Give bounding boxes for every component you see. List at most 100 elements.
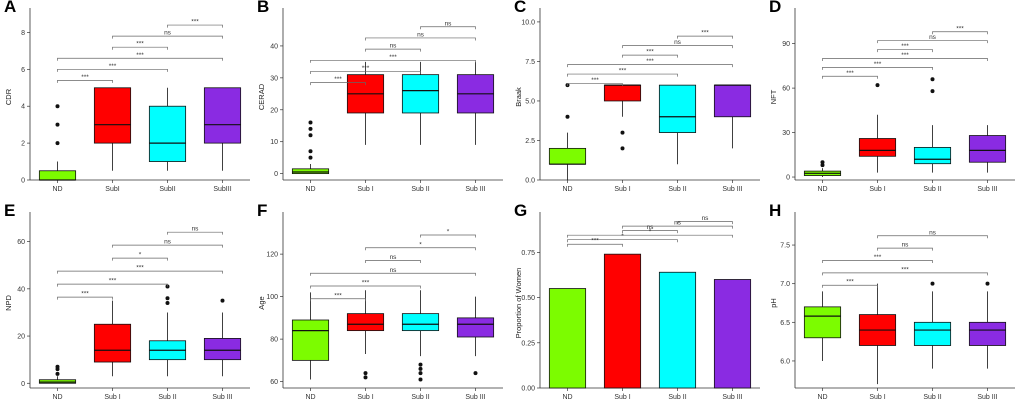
box-1 xyxy=(93,323,132,363)
outlier-point xyxy=(875,83,880,88)
significance-label: ns xyxy=(390,254,398,261)
significance-label: *** xyxy=(362,280,370,287)
significance-label: * xyxy=(419,241,422,248)
significance-label: * xyxy=(649,229,652,236)
significance-bracket xyxy=(57,283,168,287)
bar-3 xyxy=(713,279,752,389)
outlier-point xyxy=(418,366,423,371)
outlier-point xyxy=(620,130,625,135)
significance-bracket xyxy=(112,35,223,39)
y-axis-label: pH xyxy=(769,298,778,308)
significance-bracket xyxy=(310,298,366,302)
y-tick-label: 0 xyxy=(274,171,278,178)
outlier-point xyxy=(363,371,368,376)
x-tick-label: SubIII xyxy=(213,186,231,193)
significance-label: *** xyxy=(701,30,709,37)
significance-bracket xyxy=(822,260,933,263)
outlier-point xyxy=(930,77,935,82)
significance-label: ns xyxy=(674,220,682,227)
y-tick-label: 20 xyxy=(17,334,25,341)
y-tick-label: 80 xyxy=(270,337,278,344)
significance-bracket xyxy=(310,82,366,86)
x-tick-label: Sub III xyxy=(465,186,485,193)
significance-bracket xyxy=(567,64,733,68)
box-1 xyxy=(93,87,132,144)
outlier-point xyxy=(820,160,825,165)
significance-label: ns xyxy=(674,39,682,46)
significance-bracket xyxy=(877,235,988,239)
x-tick-label: SubII xyxy=(159,186,175,193)
outlier-point xyxy=(418,377,423,382)
significance-bracket xyxy=(365,48,421,52)
x-tick-label: ND xyxy=(305,394,315,401)
outlier-point xyxy=(308,155,313,160)
significance-bracket xyxy=(622,230,678,234)
significance-label: *** xyxy=(334,76,342,83)
significance-bracket xyxy=(420,26,476,30)
significance-bracket xyxy=(310,59,476,63)
panel-letter: D xyxy=(769,0,781,16)
x-tick-label: ND xyxy=(562,186,572,193)
y-tick-label: 6.0 xyxy=(780,358,790,365)
x-tick-label: ND xyxy=(52,394,62,401)
y-tick-label: 8 xyxy=(21,30,25,37)
box-1 xyxy=(603,84,642,102)
outlier-point xyxy=(55,371,60,376)
y-tick-label: 6 xyxy=(21,67,25,74)
panel-b: B CERAD 0 10 20 30 40 ND Sub I Sub II Sub III ns ns n… xyxy=(257,0,503,193)
box-0 xyxy=(291,168,330,175)
significance-label: *** xyxy=(874,61,882,68)
significance-bracket xyxy=(112,244,223,248)
y-tick-label: 2 xyxy=(21,141,25,148)
y-tick-label: 7.0 xyxy=(780,281,790,288)
significance-bracket xyxy=(822,67,933,70)
box-2 xyxy=(913,321,952,346)
significance-bracket xyxy=(677,221,733,225)
significance-bracket xyxy=(167,24,223,28)
panel-letter: A xyxy=(4,0,16,16)
significance-label: *** xyxy=(619,68,627,75)
significance-label: *** xyxy=(136,265,144,272)
outlier-point xyxy=(473,371,478,376)
outlier-point xyxy=(363,375,368,380)
y-tick-label: 5.0 xyxy=(525,98,535,105)
box-3 xyxy=(968,321,1007,346)
significance-bracket xyxy=(310,71,421,74)
outlier-point xyxy=(220,298,225,303)
significance-bracket xyxy=(822,284,878,288)
y-tick-label: 60 xyxy=(270,379,278,386)
significance-bracket xyxy=(567,243,623,247)
significance-label: ns xyxy=(417,31,425,38)
x-tick-label: Sub II xyxy=(668,394,686,401)
x-tick-label: ND xyxy=(52,186,62,193)
box-1 xyxy=(346,313,385,332)
box-2 xyxy=(401,313,440,332)
y-tick-label: 0 xyxy=(21,381,25,388)
y-tick-label: 6.5 xyxy=(780,320,790,327)
significance-bracket xyxy=(622,45,733,49)
y-tick-label: 10.0 xyxy=(521,19,535,26)
box-0 xyxy=(803,306,842,339)
x-tick-label: Sub I xyxy=(104,394,120,401)
x-tick-label: Sub II xyxy=(668,186,686,193)
x-tick-label: SubI xyxy=(105,186,119,193)
panel-a: A CDR 0 2 4 6 8 ND SubI SubII SubIII *** ns *** *** ***… xyxy=(4,0,250,193)
outlier-point xyxy=(308,149,313,154)
y-tick-label: 100 xyxy=(266,294,278,301)
x-tick-label: Sub I xyxy=(869,186,885,193)
y-tick-label: 0.00 xyxy=(521,386,535,393)
significance-label: *** xyxy=(646,49,654,56)
significance-bracket xyxy=(877,49,933,53)
x-tick-label: Sub II xyxy=(411,394,429,401)
bar-0 xyxy=(548,288,587,389)
x-tick-label: ND xyxy=(562,394,572,401)
significance-label: ns xyxy=(390,43,398,50)
y-tick-label: 60 xyxy=(782,86,790,93)
outlier-point xyxy=(308,120,313,125)
panel-letter: C xyxy=(514,0,526,16)
x-tick-label: Sub III xyxy=(722,394,742,401)
significance-label: *** xyxy=(109,63,117,70)
significance-bracket xyxy=(822,272,988,276)
x-tick-label: ND xyxy=(305,186,315,193)
outlier-point xyxy=(418,362,423,367)
